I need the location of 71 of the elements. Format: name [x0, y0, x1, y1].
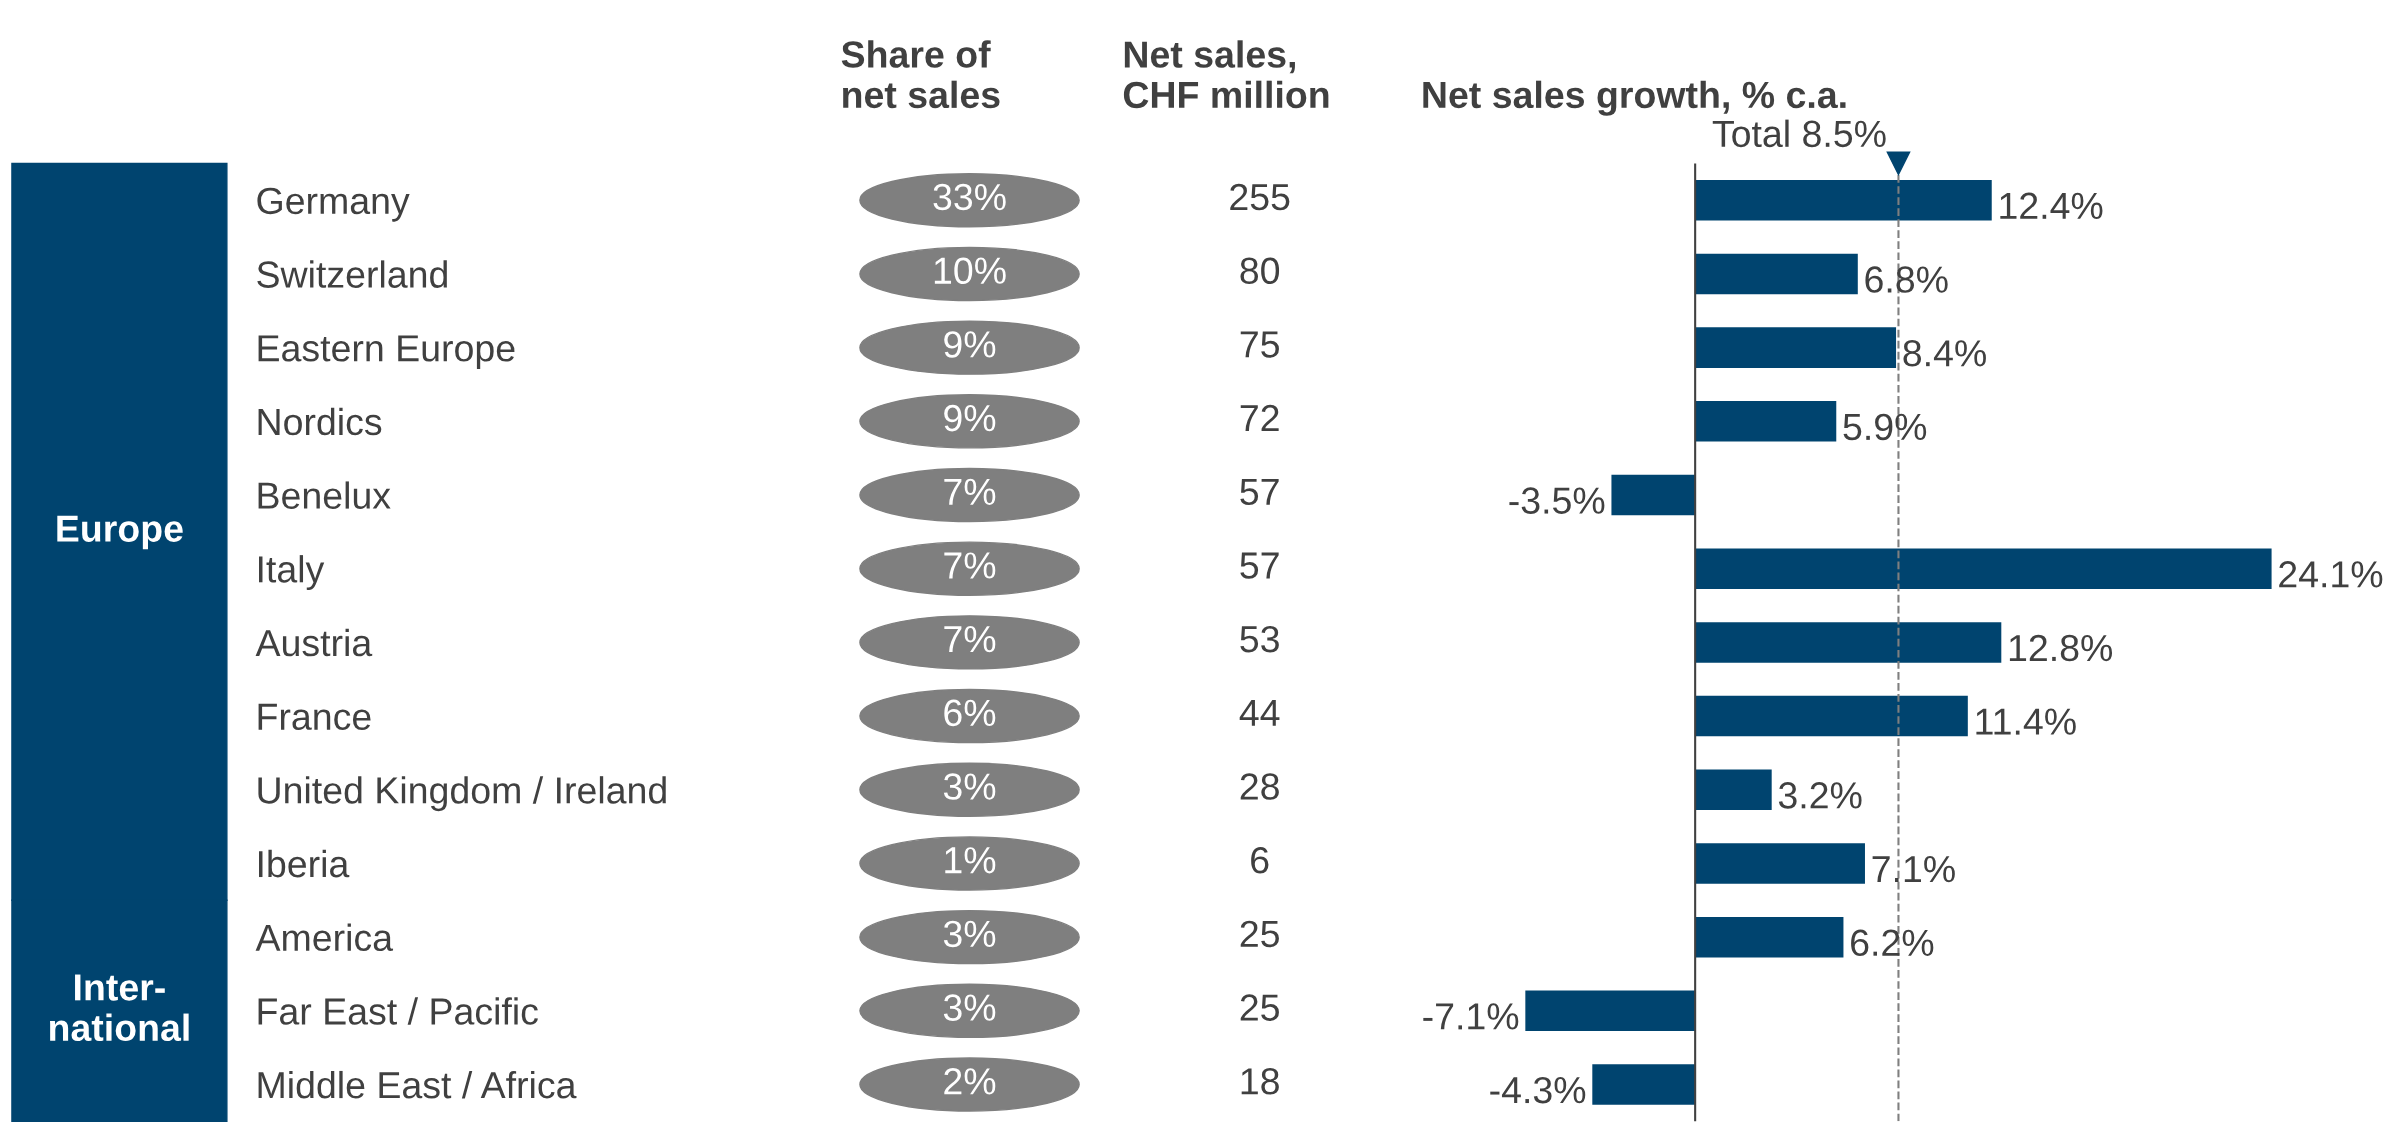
data-label: 72: [1240, 404, 1279, 432]
data-label: 25: [1240, 920, 1279, 948]
text: Europe: [57, 515, 183, 550]
data-label: 9%: [944, 404, 996, 432]
bar: [1695, 253, 1858, 295]
data-label: 3%: [943, 920, 996, 948]
data-label: 7%: [944, 478, 996, 505]
y-tick-label: Switzerland: [257, 260, 447, 288]
bar: [1695, 327, 1897, 368]
data-label: 57: [1240, 552, 1279, 579]
bar: [1695, 916, 1844, 958]
data-label: 75: [1240, 331, 1279, 358]
y-tick-label: Far East / Pacific: [258, 997, 538, 1025]
bar: [1525, 990, 1696, 1032]
data-label: 5.9%: [1843, 413, 1927, 441]
text: Net sales, CHF million: [1123, 40, 1329, 109]
data-label: 6.2%: [1851, 929, 1934, 957]
data-label: 12.8%: [2009, 634, 2113, 662]
data-label: 6.8%: [1865, 266, 1948, 293]
data-label: 6: [1251, 846, 1269, 874]
data-label: -3.5%: [1509, 487, 1605, 514]
data-label: 3%: [943, 773, 996, 800]
bar: [1695, 843, 1865, 884]
y-tick-label: America: [255, 923, 394, 952]
y-tick-label: Germany: [257, 187, 410, 222]
data-label: 33%: [933, 183, 1006, 211]
data-label: 18: [1241, 1068, 1279, 1095]
data-label: 7%: [944, 552, 996, 579]
data-label: 24.1%: [2279, 561, 2383, 588]
data-label: 8.4%: [1903, 339, 1986, 367]
data-label: -4.3%: [1490, 1076, 1586, 1104]
bar: [1695, 179, 1992, 221]
y-tick-label: Austria: [255, 628, 373, 657]
data-label: 3.2%: [1778, 782, 1862, 809]
data-label: -7.1%: [1423, 1003, 1519, 1030]
y-tick-label: Eastern Europe: [258, 335, 515, 370]
text: Share of net sales: [841, 40, 1000, 109]
y-tick-label: Iberia: [258, 849, 350, 878]
bar: [1695, 695, 1968, 737]
data-label: 57: [1240, 478, 1279, 506]
data-label: 44: [1239, 699, 1280, 726]
data-label: 7%: [944, 626, 996, 653]
data-label: 7.1%: [1872, 855, 1955, 883]
data-label: 6%: [944, 699, 996, 727]
y-tick-label: Middle East / Africa: [258, 1070, 577, 1099]
bar: [1695, 548, 2272, 589]
data-label: 53: [1240, 625, 1279, 653]
bar: [1695, 401, 1837, 442]
data-label: 255: [1230, 183, 1290, 211]
y-tick-label: United Kingdom / Ireland: [258, 776, 666, 812]
data-label: 10%: [934, 257, 1006, 285]
bar: [1695, 622, 2002, 663]
data-label: 11.4%: [1976, 708, 2076, 735]
y-tick-label: Nordics: [258, 407, 382, 436]
data-label: 3%: [943, 994, 996, 1021]
data-label: 2%: [944, 1068, 996, 1095]
text: Inter- national: [50, 974, 189, 1042]
bar: [1695, 769, 1772, 811]
data-label: 9%: [944, 331, 996, 358]
y-tick-label: Benelux: [258, 481, 391, 509]
chart-title: Net sales growth, % c.a.: [1423, 80, 1846, 116]
bar: [1592, 1064, 1696, 1105]
data-label: 25: [1240, 994, 1279, 1021]
bar: [1611, 474, 1696, 516]
ref-line-label: Total 8.5%: [1712, 119, 1886, 148]
data-label: 80: [1240, 257, 1280, 285]
y-tick-label: Italy: [258, 555, 325, 591]
data-label: 1%: [945, 847, 996, 874]
data-label: 28: [1240, 773, 1279, 800]
data-label: 12.4%: [2000, 192, 2103, 220]
y-tick-label: France: [258, 703, 371, 731]
